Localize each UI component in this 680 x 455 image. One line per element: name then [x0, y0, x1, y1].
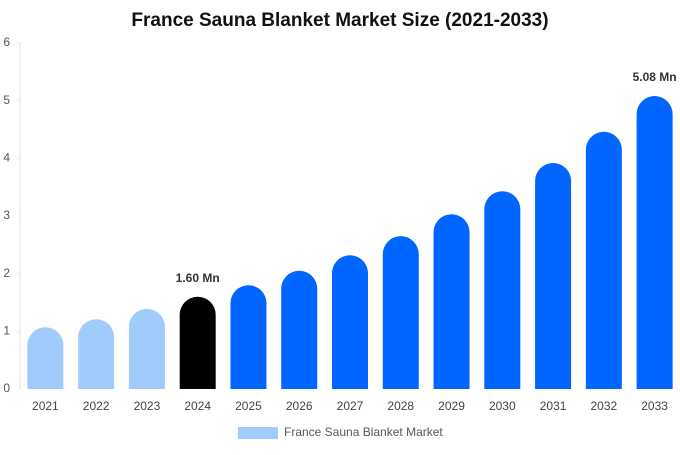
y-tick-label: 0	[3, 381, 10, 395]
x-tick-label: 2032	[590, 399, 617, 413]
bar	[230, 285, 267, 389]
bar	[535, 162, 572, 389]
value-label: 1.60 Mn	[176, 271, 220, 285]
bar	[636, 96, 673, 389]
x-tick-label: 2029	[438, 399, 465, 413]
y-tick-label: 4	[3, 151, 10, 165]
x-tick-label: 2023	[134, 399, 161, 413]
x-tick-label: 2033	[641, 399, 668, 413]
legend-label: France Sauna Blanket Market	[284, 425, 443, 439]
y-tick-label: 5	[3, 93, 10, 107]
y-tick-label: 3	[3, 208, 10, 222]
x-tick-label: 2030	[489, 399, 516, 413]
bar	[382, 236, 419, 389]
bar	[27, 327, 64, 389]
x-tick-label: 2026	[286, 399, 313, 413]
y-tick-label: 1	[3, 324, 10, 338]
x-tick-label: 2025	[235, 399, 262, 413]
bar	[78, 319, 115, 389]
bar	[281, 270, 318, 389]
bar	[128, 308, 165, 389]
x-tick-label: 2031	[540, 399, 567, 413]
bar	[585, 131, 622, 389]
x-tick-label: 2021	[32, 399, 59, 413]
x-tick-label: 2022	[83, 399, 110, 413]
x-tick-label: 2027	[337, 399, 364, 413]
bar	[484, 191, 521, 389]
bar	[332, 255, 368, 389]
x-tick-label: 2028	[387, 399, 414, 413]
legend-swatch	[238, 427, 278, 439]
y-tick-label: 2	[3, 266, 10, 280]
chart-title: France Sauna Blanket Market Size (2021-2…	[131, 10, 548, 31]
x-tick-label: 2024	[184, 399, 211, 413]
y-tick-label: 6	[3, 35, 10, 49]
value-label: 5.08 Mn	[633, 70, 677, 84]
bar	[433, 214, 470, 389]
bar	[179, 296, 216, 389]
